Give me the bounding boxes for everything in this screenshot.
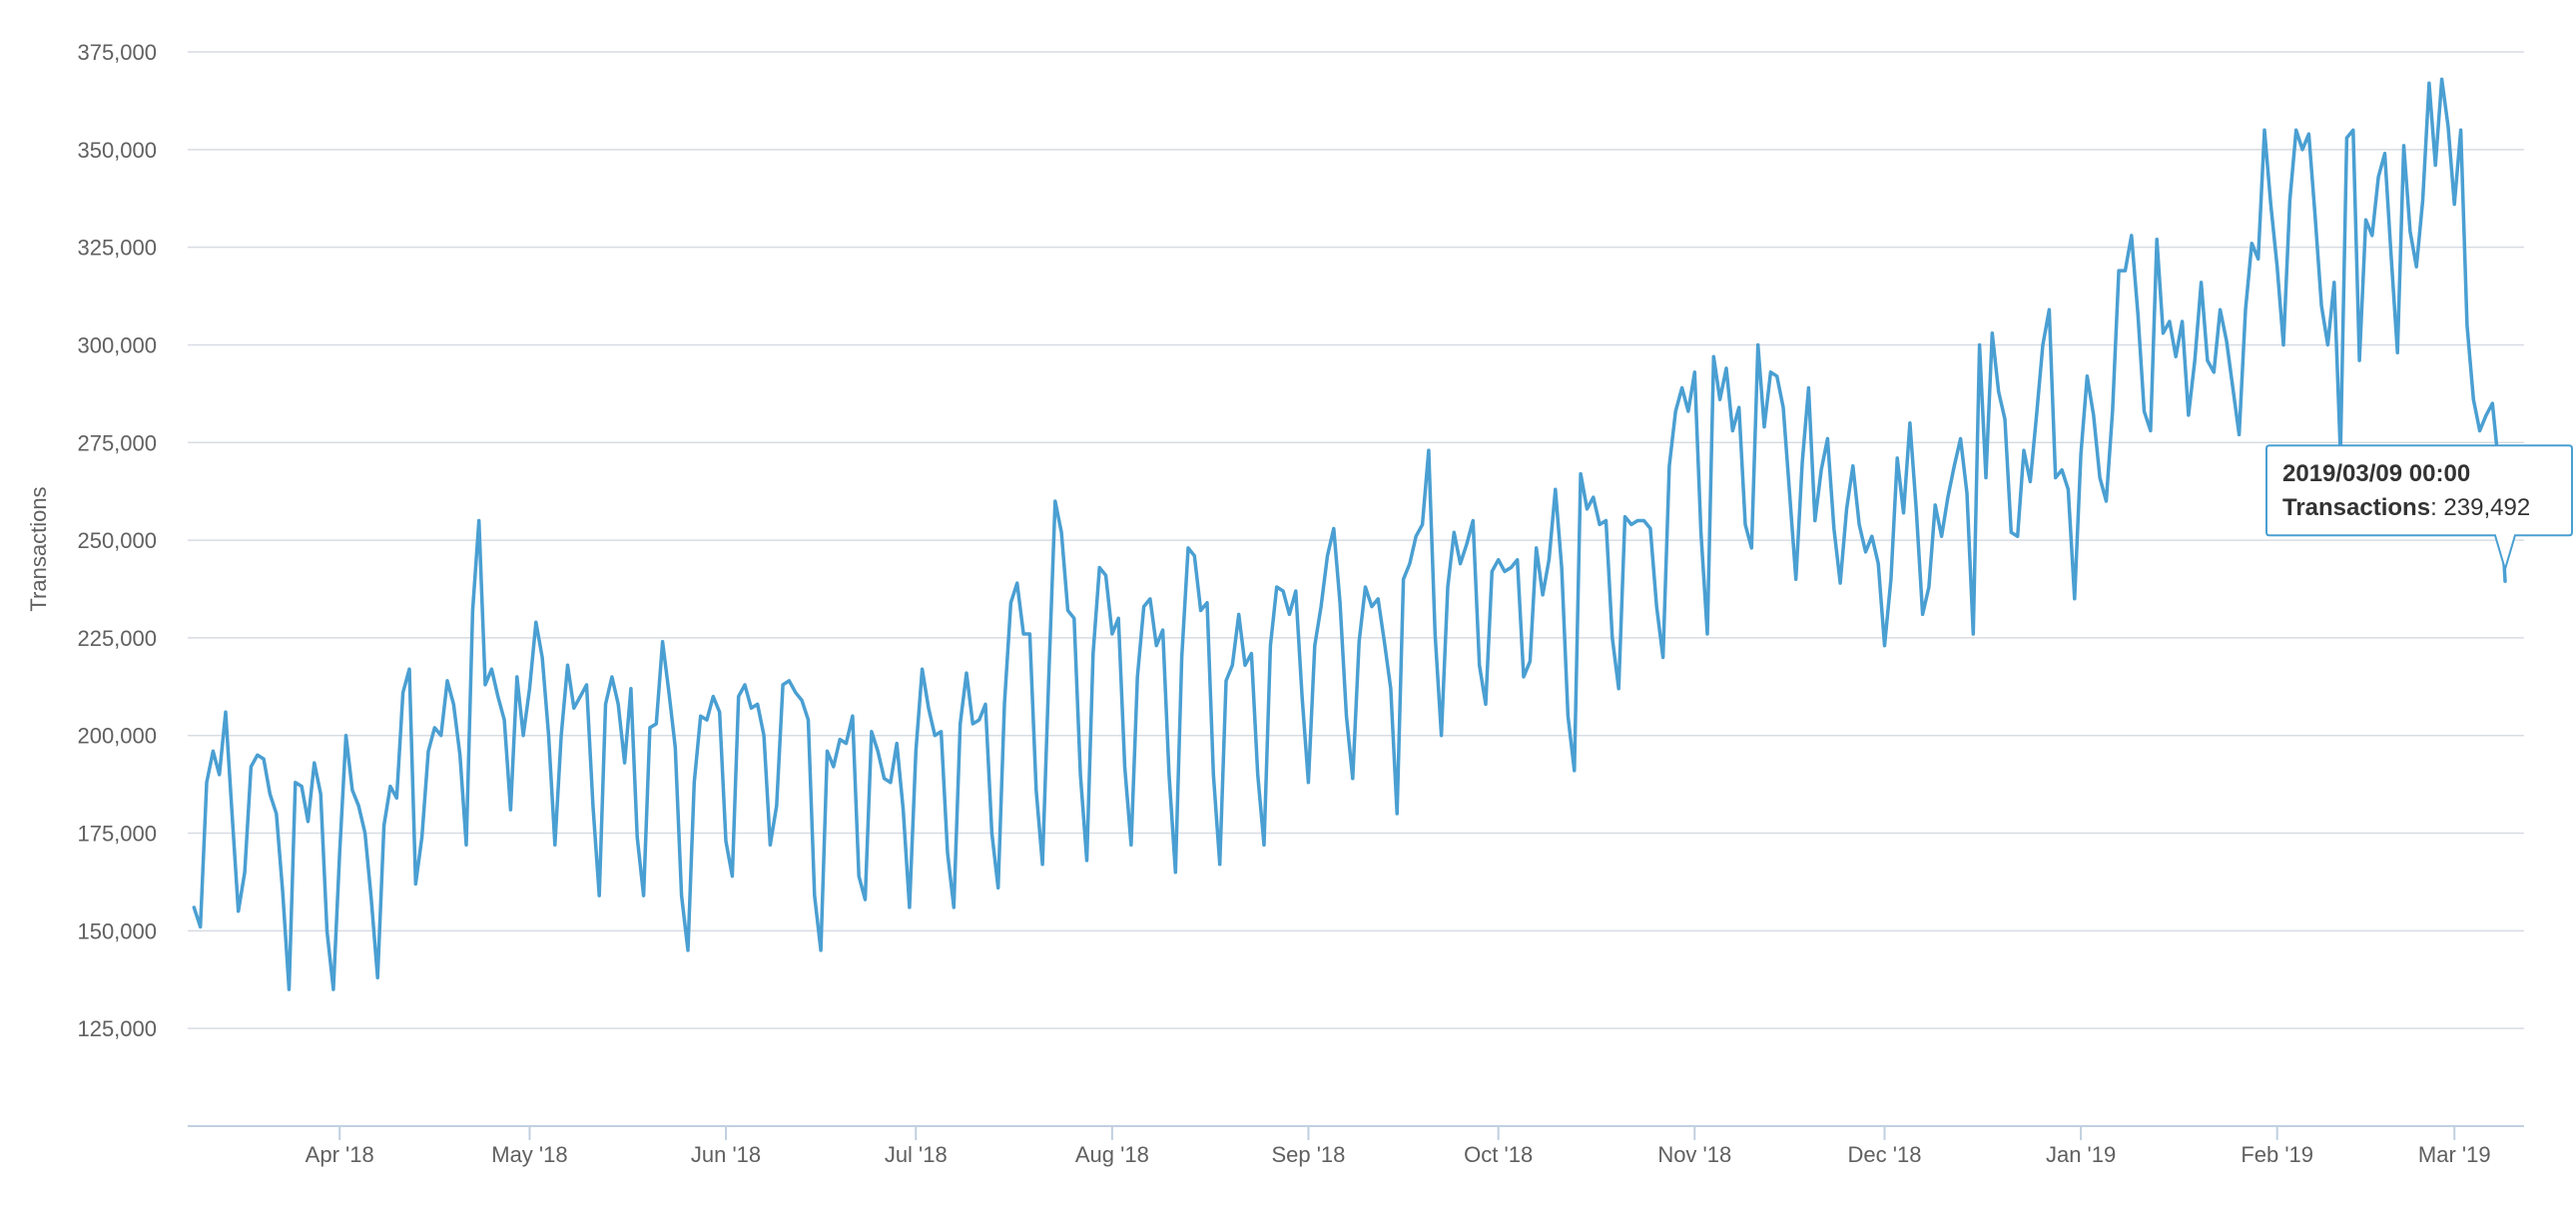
y-tick-label-275000: 275,000 xyxy=(77,430,157,455)
x-tick-label-2018-09-01: Sep '18 xyxy=(1271,1142,1345,1167)
y-tick-label-200000: 200,000 xyxy=(77,724,157,749)
y-tick-label-175000: 175,000 xyxy=(77,822,157,847)
x-tick-label-2018-05-01: May '18 xyxy=(491,1142,567,1167)
y-tick-label-150000: 150,000 xyxy=(77,918,157,943)
x-tick-label-2018-04-01: Apr '18 xyxy=(306,1142,374,1167)
y-axis-title: Transactions xyxy=(26,486,51,611)
x-tick-label-2019-03-01: Mar '19 xyxy=(2418,1142,2491,1167)
series-line-transactions[interactable] xyxy=(192,77,2507,991)
tooltip-separator: : xyxy=(2430,494,2443,521)
x-axis-ticks: Apr '18 May '18 Jun '18 Jul '18 Aug '18 Sep '… xyxy=(306,1126,2491,1167)
x-tick-label-2019-01-01: Jan '19 xyxy=(2046,1142,2116,1167)
x-tick-label-2018-07-01: Jul '18 xyxy=(885,1142,948,1167)
x-tick-label-2018-11-01: Nov '18 xyxy=(1657,1142,1731,1167)
x-tick-label-2018-08-01: Aug '18 xyxy=(1075,1142,1149,1167)
y-tick-label-375000: 375,000 xyxy=(77,40,157,65)
x-tick-label-2019-02-01: Feb '19 xyxy=(2241,1142,2313,1167)
tooltip-box xyxy=(2265,444,2573,573)
tooltip: 2019/03/09 00:00 Transactions: 239,492 xyxy=(2265,444,2573,573)
x-tick-label-2018-12-01: Dec '18 xyxy=(1848,1142,1922,1167)
tooltip-series-label: Transactions xyxy=(2282,494,2430,521)
tooltip-value-line: Transactions: 239,492 xyxy=(2282,494,2530,521)
y-tick-label-250000: 250,000 xyxy=(77,528,157,553)
tooltip-value: 239,492 xyxy=(2443,494,2530,521)
y-tick-label-225000: 225,000 xyxy=(77,626,157,651)
y-tick-label-325000: 325,000 xyxy=(77,236,157,261)
x-tick-label-2018-10-01: Oct '18 xyxy=(1464,1142,1533,1167)
x-tick-label-2018-06-01: Jun '18 xyxy=(691,1142,761,1167)
y-tick-label-350000: 350,000 xyxy=(77,138,157,163)
gridlines xyxy=(188,51,2524,1029)
tooltip-date: 2019/03/09 00:00 xyxy=(2282,460,2470,487)
y-tick-label-125000: 125,000 xyxy=(77,1016,157,1041)
y-axis-ticks: 125,000 150,000 175,000 200,000 225,000 250,0… xyxy=(77,40,157,1041)
y-tick-label-300000: 300,000 xyxy=(77,332,157,357)
